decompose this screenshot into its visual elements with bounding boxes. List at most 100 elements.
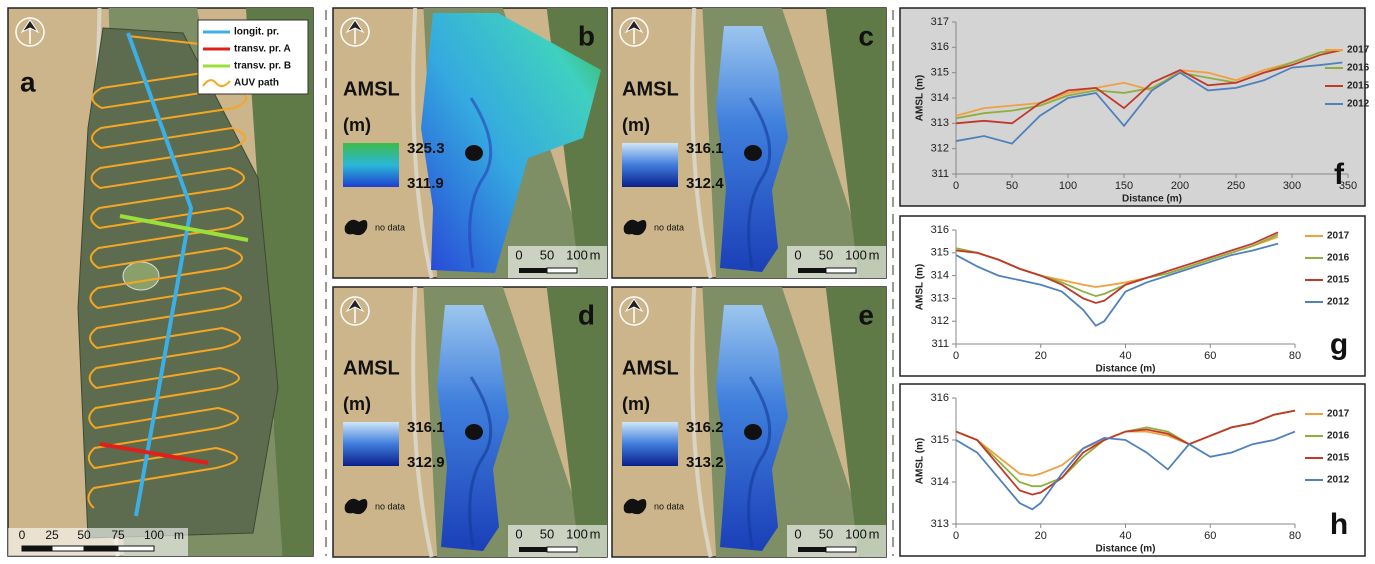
island [123,262,159,290]
scale-label: 25 [45,528,59,542]
color-bar-max: 316.1 [686,140,724,157]
map-panel: cAMSL(m)316.1312.4no data050100m [612,8,886,278]
scale-bar [798,268,826,273]
y-tick-label: 311 [931,168,949,180]
scale-label: 0 [794,247,801,262]
x-axis-title: Distance (m) [1095,364,1155,375]
color-bar-min: 312.4 [686,175,724,192]
scale-label: 100 [566,526,588,541]
panel-label: e [858,299,874,330]
scale-label: 0 [515,247,522,262]
no-data-label: no data [654,222,684,232]
legend-label: 2012 [1327,297,1350,308]
y-axis-title: AMSL (m) [915,438,926,484]
chart-frame [900,8,1365,206]
color-bar-min: 311.9 [407,175,444,192]
map-panel: eAMSL(m)316.2313.2no data050100m [612,287,886,557]
color-bar [622,422,678,466]
panel-a: alongit. pr.transv. pr. Atransv. pr. BAU… [8,8,313,556]
scale-bar [826,547,856,552]
color-bar-min: 313.2 [686,454,724,471]
scale-label: m [590,247,601,262]
legend-unit: (m) [622,394,650,414]
scale-bar [547,268,577,273]
color-bar [343,422,399,466]
panel-label: b [578,20,595,51]
scale-label: 50 [819,526,833,541]
scale-label: 100 [144,528,164,542]
no-data-swatch [624,220,647,235]
y-tick-label: 314 [931,92,949,104]
legend-title: AMSL [343,78,400,100]
color-bar [622,143,678,187]
scale-bar [519,547,547,552]
scale-label: 50 [540,526,554,541]
no-data-label: no data [375,501,405,511]
panel-label: f [1334,158,1345,191]
legend-label: 2016 [1347,63,1370,74]
x-tick-label: 200 [1171,180,1189,192]
legend-title: AMSL [622,78,679,100]
legend-label: 2016 [1327,431,1350,442]
scale-label: 0 [515,526,522,541]
legend-label: 2012 [1347,99,1370,110]
x-tick-label: 80 [1289,530,1301,542]
legend-label: 2012 [1327,475,1350,486]
y-tick-label: 314 [931,270,949,282]
x-tick-label: 80 [1289,350,1301,362]
y-tick-label: 317 [931,16,949,28]
legend-label: transv. pr. A [234,44,291,55]
no-data-area [465,424,483,440]
scale-label: 0 [19,528,26,542]
scale-bar [22,546,52,551]
y-tick-label: 312 [931,143,949,155]
no-data-area [744,145,762,161]
no-data-area [744,424,762,440]
legend-title: AMSL [343,357,400,379]
scale-bar [118,546,154,551]
legend-label: 2017 [1327,231,1350,242]
y-tick-label: 313 [931,117,949,129]
panel-label: h [1330,508,1348,541]
x-tick-label: 20 [1035,350,1047,362]
legend-label: 2017 [1347,45,1370,56]
no-data-label: no data [654,501,684,511]
x-tick-label: 0 [953,350,959,362]
y-tick-label: 311 [931,338,949,350]
x-tick-label: 0 [953,530,959,542]
scale-bar [519,268,547,273]
legend-label: 2015 [1347,81,1370,92]
scale-bar [547,547,577,552]
legend-label: AUV path [234,78,279,89]
legend-label: 2017 [1327,409,1350,420]
panel-label: a [20,66,36,97]
x-axis-title: Distance (m) [1122,194,1182,205]
color-bar-max: 325.3 [407,140,445,157]
scale-label: m [590,526,601,541]
y-tick-label: 315 [931,434,949,446]
color-bar [343,143,399,187]
y-tick-label: 312 [931,315,949,327]
x-tick-label: 60 [1204,350,1216,362]
legend-unit: (m) [622,115,650,135]
no-data-swatch [345,220,368,235]
panel-label: c [858,20,874,51]
y-axis-title: AMSL (m) [915,264,926,310]
color-bar-max: 316.1 [407,419,445,436]
panel-label: d [578,299,595,330]
x-tick-label: 40 [1119,350,1131,362]
scale-label: 75 [111,528,125,542]
y-axis-title: AMSL (m) [915,75,926,121]
scale-label: 0 [794,526,801,541]
x-tick-label: 20 [1035,530,1047,542]
legend-label: 2016 [1327,253,1350,264]
legend-unit: (m) [343,394,371,414]
x-tick-label: 250 [1227,180,1245,192]
color-bar-max: 316.2 [686,419,724,436]
scale-label: m [869,526,880,541]
no-data-label: no data [375,222,405,232]
y-tick-label: 316 [931,392,949,404]
scale-label: 100 [845,247,867,262]
